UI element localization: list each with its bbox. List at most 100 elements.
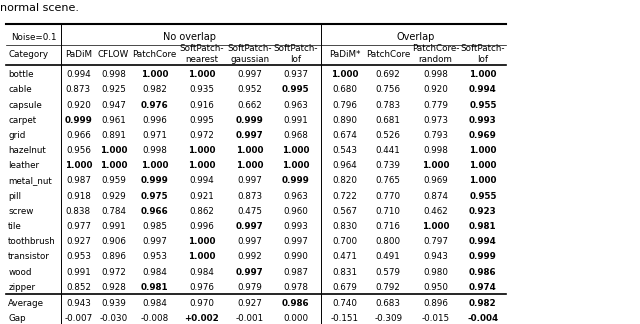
Text: 0.471: 0.471 xyxy=(333,252,357,261)
Text: 0.862: 0.862 xyxy=(189,207,214,216)
Text: 0.920: 0.920 xyxy=(423,85,448,94)
Text: 0.939: 0.939 xyxy=(101,299,126,308)
Text: 1.000: 1.000 xyxy=(188,252,216,261)
Text: carpet: carpet xyxy=(8,116,36,125)
Text: 0.873: 0.873 xyxy=(237,192,262,201)
Text: 1.000: 1.000 xyxy=(188,237,216,246)
Text: 0.770: 0.770 xyxy=(376,192,401,201)
Text: normal scene.: normal scene. xyxy=(0,3,79,13)
Text: 0.984: 0.984 xyxy=(142,299,167,308)
Text: 0.831: 0.831 xyxy=(332,268,358,277)
Text: Overlap: Overlap xyxy=(397,32,435,42)
Text: SoftPatch-
lof: SoftPatch- lof xyxy=(273,44,318,64)
Text: 0.998: 0.998 xyxy=(423,146,448,155)
Text: 0.982: 0.982 xyxy=(142,85,167,94)
Text: 0.852: 0.852 xyxy=(66,283,91,292)
Text: 0.929: 0.929 xyxy=(101,192,126,201)
Text: 0.960: 0.960 xyxy=(284,207,308,216)
Text: 1.000: 1.000 xyxy=(332,70,358,79)
Text: zipper: zipper xyxy=(8,283,35,292)
Text: 0.765: 0.765 xyxy=(376,177,401,185)
Text: 0.000: 0.000 xyxy=(283,314,308,323)
Text: 0.966: 0.966 xyxy=(66,131,91,140)
Text: 0.996: 0.996 xyxy=(142,116,167,125)
Text: -0.151: -0.151 xyxy=(331,314,359,323)
Text: 0.475: 0.475 xyxy=(237,207,262,216)
Text: 0.920: 0.920 xyxy=(66,100,91,110)
Text: 0.874: 0.874 xyxy=(423,192,448,201)
Text: SoftPatch-
gaussian: SoftPatch- gaussian xyxy=(228,44,272,64)
Text: 0.994: 0.994 xyxy=(66,70,91,79)
Text: 0.981: 0.981 xyxy=(469,222,497,231)
Text: 0.683: 0.683 xyxy=(376,299,401,308)
Text: screw: screw xyxy=(8,207,34,216)
Text: 0.906: 0.906 xyxy=(101,237,126,246)
Text: bottle: bottle xyxy=(8,70,34,79)
Text: 0.956: 0.956 xyxy=(66,146,91,155)
Text: 0.997: 0.997 xyxy=(237,177,262,185)
Text: 0.797: 0.797 xyxy=(423,237,448,246)
Text: 0.838: 0.838 xyxy=(66,207,91,216)
Text: 0.971: 0.971 xyxy=(142,131,167,140)
Text: grid: grid xyxy=(8,131,26,140)
Text: 0.977: 0.977 xyxy=(66,222,91,231)
Text: -0.008: -0.008 xyxy=(140,314,169,323)
Text: 0.739: 0.739 xyxy=(376,161,401,170)
Text: 0.998: 0.998 xyxy=(423,70,448,79)
Text: 0.955: 0.955 xyxy=(469,192,497,201)
Text: 0.976: 0.976 xyxy=(189,283,214,292)
Text: 0.997: 0.997 xyxy=(236,131,264,140)
Text: 0.986: 0.986 xyxy=(469,268,497,277)
Text: 0.918: 0.918 xyxy=(66,192,91,201)
Text: 0.997: 0.997 xyxy=(237,70,262,79)
Text: 0.462: 0.462 xyxy=(423,207,448,216)
Text: 0.890: 0.890 xyxy=(332,116,358,125)
Text: 0.999: 0.999 xyxy=(65,116,92,125)
Text: 0.896: 0.896 xyxy=(423,299,448,308)
Text: 0.935: 0.935 xyxy=(189,85,214,94)
Text: 0.796: 0.796 xyxy=(333,100,357,110)
Text: 0.710: 0.710 xyxy=(376,207,401,216)
Text: Gap: Gap xyxy=(8,314,26,323)
Text: 0.999: 0.999 xyxy=(141,177,168,185)
Text: 0.953: 0.953 xyxy=(142,252,167,261)
Text: transistor: transistor xyxy=(8,252,51,261)
Text: 1.000: 1.000 xyxy=(141,70,168,79)
Text: 0.784: 0.784 xyxy=(101,207,126,216)
Text: 1.000: 1.000 xyxy=(236,146,264,155)
Text: 0.740: 0.740 xyxy=(332,299,358,308)
Text: 0.997: 0.997 xyxy=(236,268,264,277)
Text: 0.975: 0.975 xyxy=(141,192,168,201)
Text: 0.995: 0.995 xyxy=(282,85,310,94)
Text: 0.937: 0.937 xyxy=(283,70,308,79)
Text: 0.998: 0.998 xyxy=(101,70,126,79)
Text: hazelnut: hazelnut xyxy=(8,146,46,155)
Text: 1.000: 1.000 xyxy=(188,161,216,170)
Text: 0.980: 0.980 xyxy=(423,268,448,277)
Text: 0.999: 0.999 xyxy=(282,177,310,185)
Text: 0.792: 0.792 xyxy=(376,283,401,292)
Text: 0.662: 0.662 xyxy=(237,100,262,110)
Text: leather: leather xyxy=(8,161,40,170)
Text: 0.991: 0.991 xyxy=(284,116,308,125)
Text: 0.927: 0.927 xyxy=(237,299,262,308)
Text: 0.974: 0.974 xyxy=(469,283,497,292)
Text: 1.000: 1.000 xyxy=(188,146,216,155)
Text: Average: Average xyxy=(8,299,44,308)
Text: PaDiM: PaDiM xyxy=(65,50,92,59)
Text: 0.943: 0.943 xyxy=(66,299,91,308)
Text: 1.000: 1.000 xyxy=(422,222,449,231)
Text: +0.002: +0.002 xyxy=(184,314,220,323)
Text: 0.722: 0.722 xyxy=(333,192,357,201)
Text: 0.996: 0.996 xyxy=(189,222,214,231)
Text: 0.891: 0.891 xyxy=(101,131,126,140)
Text: 0.995: 0.995 xyxy=(189,116,214,125)
Text: 0.793: 0.793 xyxy=(423,131,448,140)
Text: 0.927: 0.927 xyxy=(66,237,91,246)
Text: wood: wood xyxy=(8,268,32,277)
Text: 0.999: 0.999 xyxy=(469,252,497,261)
Text: 0.976: 0.976 xyxy=(141,100,168,110)
Text: 0.783: 0.783 xyxy=(376,100,401,110)
Text: 0.679: 0.679 xyxy=(333,283,357,292)
Text: 0.800: 0.800 xyxy=(376,237,401,246)
